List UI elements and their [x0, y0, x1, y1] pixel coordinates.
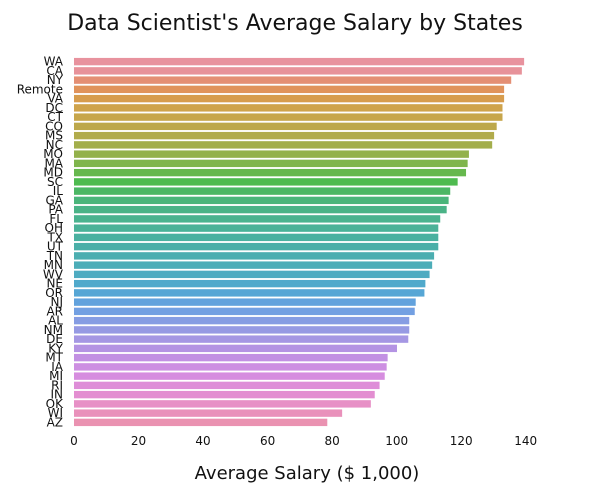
y-tick-label: MS: [45, 129, 63, 143]
y-tick-label: OK: [46, 397, 64, 411]
y-tick-label: IN: [50, 388, 63, 402]
bar-nc: [74, 141, 493, 149]
bar-ne: [74, 279, 426, 288]
x-tick-label: 40: [195, 434, 210, 448]
y-tick-label: PA: [48, 203, 63, 217]
x-tick-label: 60: [260, 434, 275, 448]
chart-title: Data Scientist's Average Salary by State…: [67, 11, 523, 36]
y-tick-label: WI: [48, 406, 63, 420]
bar-de: [74, 335, 409, 343]
y-tick-label: CT: [47, 110, 63, 124]
bar-pa: [74, 205, 447, 214]
y-tick-label: UT: [47, 240, 64, 254]
bar-tn: [74, 252, 435, 260]
bar-ca: [74, 67, 522, 75]
y-tick-label: NC: [46, 138, 63, 152]
y-tick-label: NY: [47, 73, 64, 87]
x-tick-label: 20: [131, 434, 146, 448]
bar-mn: [74, 261, 433, 269]
bar-ar: [74, 307, 415, 316]
x-axis-label: Average Salary ($ 1,000): [195, 463, 420, 484]
bar-mi: [74, 372, 385, 380]
y-tick-label: MN: [44, 258, 63, 272]
y-tick-label: MO: [43, 147, 63, 161]
y-tick-label: FL: [49, 212, 63, 226]
y-tick-labels: WACANYRemoteVADCCTCOMSNCMOMAMDSCILGAPAFL…: [17, 55, 64, 430]
bar-fl: [74, 215, 441, 223]
y-tick-label: NM: [44, 323, 63, 337]
bar-ia: [74, 363, 387, 371]
y-tick-label: AL: [48, 314, 63, 328]
x-tick-label: 120: [450, 434, 473, 448]
y-tick-label: DC: [45, 101, 63, 115]
bar-az: [74, 418, 328, 427]
y-tick-label: IA: [51, 360, 64, 374]
bar-remote: [74, 85, 505, 94]
bar-al: [74, 316, 410, 325]
bar-ri: [74, 381, 380, 390]
y-tick-label: OH: [45, 221, 63, 235]
y-tick-label: AR: [46, 304, 63, 318]
bar-sc: [74, 178, 458, 186]
bar-il: [74, 187, 451, 195]
y-tick-label: WA: [44, 55, 64, 69]
y-tick-label: MI: [49, 369, 63, 383]
bar-dc: [74, 104, 503, 112]
y-tick-label: MA: [44, 156, 63, 170]
y-tick-label: Remote: [17, 82, 63, 96]
x-tick-label: 0: [70, 434, 78, 448]
y-tick-label: NE: [46, 277, 63, 291]
y-tick-label: GA: [45, 193, 63, 207]
x-tick-label: 140: [514, 434, 537, 448]
bar-mt: [74, 353, 388, 362]
x-tick-label: 80: [324, 434, 339, 448]
bar-nj: [74, 298, 416, 306]
bar-mo: [74, 150, 469, 158]
y-tick-label: WV: [43, 267, 64, 281]
bar-md: [74, 168, 467, 177]
y-tick-label: SC: [47, 175, 63, 189]
bar-ut: [74, 242, 439, 251]
bar-tx: [74, 233, 439, 242]
bar-wa: [74, 57, 525, 66]
bar-or: [74, 289, 425, 297]
y-tick-label: DE: [46, 332, 63, 346]
y-tick-label: KY: [48, 341, 63, 355]
bar-va: [74, 94, 505, 103]
bar-ky: [74, 344, 397, 353]
y-tick-label: MD: [43, 166, 63, 180]
bar-wv: [74, 270, 430, 279]
bar-in: [74, 390, 375, 399]
y-tick-label: IL: [53, 184, 64, 198]
y-tick-label: TN: [46, 249, 63, 263]
bars-group: [74, 57, 525, 427]
bar-ms: [74, 131, 495, 140]
bar-ma: [74, 159, 468, 168]
y-tick-label: NJ: [50, 295, 63, 309]
bar-ok: [74, 400, 371, 408]
bar-ct: [74, 113, 503, 121]
bar-ga: [74, 196, 449, 205]
y-tick-label: TX: [46, 230, 63, 244]
x-tick-label: 100: [385, 434, 408, 448]
bar-ny: [74, 76, 512, 84]
bar-wi: [74, 409, 343, 417]
bar-co: [74, 122, 497, 131]
bar-nm: [74, 326, 410, 334]
y-tick-label: CA: [46, 64, 63, 78]
bar-oh: [74, 224, 439, 232]
x-axis-ticks: 0 20 40 60 80 100 120 140: [70, 434, 537, 448]
y-tick-label: AZ: [47, 415, 63, 429]
y-tick-label: MT: [45, 351, 63, 365]
y-tick-label: RI: [51, 378, 63, 392]
y-tick-label: CO: [45, 119, 63, 133]
y-tick-label: VA: [47, 92, 63, 106]
y-tick-label: OR: [45, 286, 63, 300]
